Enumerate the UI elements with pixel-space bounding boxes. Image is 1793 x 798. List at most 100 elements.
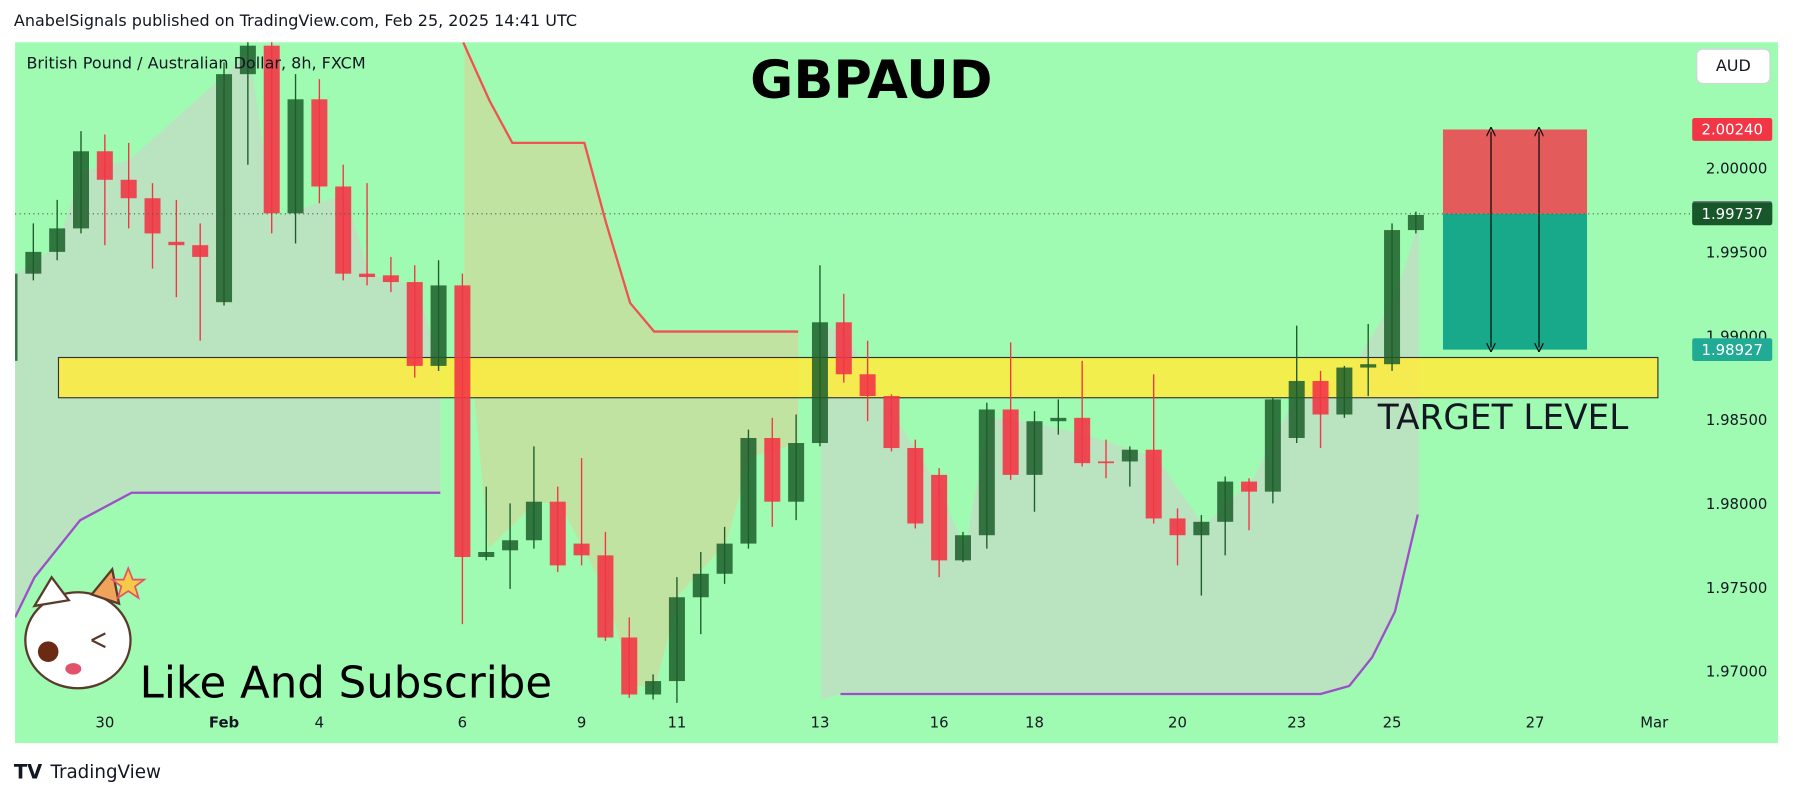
candle-body: [978, 409, 995, 536]
supertrend-up: [15, 491, 441, 618]
candle-body: [645, 681, 662, 695]
candle-body: [788, 443, 805, 502]
x-tick-label: 27: [1526, 714, 1545, 732]
indicator-fill: [821, 222, 1419, 700]
y-tick-label: 1.97000: [1706, 663, 1767, 681]
candle-body: [359, 273, 376, 278]
candle-body: [1002, 409, 1019, 475]
x-tick-label: 25: [1383, 714, 1402, 732]
candle-body: [192, 245, 209, 257]
y-tick-label: 2.00000: [1706, 160, 1767, 178]
footer-logo: TV TradingView: [14, 760, 161, 783]
publish-header: AnabelSignals published on TradingView.c…: [14, 11, 577, 30]
y-tick-label: 1.99500: [1706, 244, 1767, 262]
sticker-eye: [37, 641, 59, 662]
candle-body: [954, 535, 971, 561]
sticker-wink: [91, 632, 106, 649]
call-to-action: Like And Subscribe: [140, 658, 552, 708]
candle-body: [216, 74, 233, 303]
candle-body: [1336, 367, 1353, 415]
currency-label[interactable]: AUD: [1716, 56, 1751, 75]
price-label: 1.98927: [1702, 341, 1763, 359]
candle-body: [454, 285, 471, 558]
price-label-box: [1692, 338, 1773, 362]
sticker-ear: [32, 575, 71, 608]
sticker-face: [24, 591, 132, 690]
y-tick-label: 1.97500: [1706, 579, 1767, 597]
candle-body: [1074, 417, 1091, 464]
candle-body: [311, 99, 328, 187]
candle-body: [907, 448, 924, 524]
x-tick-label: 18: [1025, 714, 1044, 732]
candle-body: [478, 551, 495, 558]
candle-body: [621, 637, 638, 695]
candle-body: [120, 179, 137, 199]
candle-body: [1145, 449, 1162, 519]
price-label-box: [1692, 202, 1773, 226]
candle-body: [263, 45, 280, 214]
overlay: 30 Feb 4 6 9 11 13 16 18 20 23 25 27 Mar 1.97000 1.9750…: [15, 118, 1773, 732]
x-tick-label: 30: [95, 714, 114, 732]
x-tick-label: 13: [810, 714, 829, 732]
price-label-box: [1692, 118, 1773, 141]
annotation: TARGET LEVEL: [1377, 398, 1629, 438]
candle-body: [430, 285, 447, 366]
logo-mark: TV: [14, 760, 42, 783]
candle-body: [25, 251, 42, 274]
x-tick-label: Feb: [209, 714, 239, 732]
x-tick-label: 20: [1168, 714, 1187, 732]
candle-body: [859, 374, 876, 397]
candle-body: [1217, 481, 1234, 522]
x-tick-label: 11: [667, 714, 686, 732]
candle-body: [335, 186, 352, 274]
x-tick-label: Mar: [1640, 714, 1669, 732]
candle-body: [668, 597, 685, 682]
x-tick-label: 4: [315, 714, 324, 732]
candle-body: [931, 474, 948, 561]
candle-body: [597, 555, 614, 638]
target-zone: [57, 356, 1659, 399]
supertrend-down: [462, 42, 799, 333]
x-tick-label: 9: [577, 714, 586, 732]
candle-body: [525, 501, 542, 541]
candle-body: [1026, 421, 1043, 475]
candle-body: [502, 540, 519, 551]
candle-body: [96, 151, 113, 180]
candle-body: [15, 273, 18, 361]
candle-body: [883, 396, 900, 449]
candle-body: [287, 99, 304, 214]
candle-body: [716, 543, 733, 574]
sticker-star: [109, 565, 147, 600]
candle-body: [406, 282, 423, 366]
candle-body: [1241, 481, 1258, 492]
supertrend-up: [840, 514, 1419, 696]
candle-body: [549, 501, 566, 566]
candle-body: [1050, 417, 1067, 422]
price-label: 2.00240: [1702, 121, 1763, 139]
zone-layer: [57, 356, 1659, 399]
target-area: [1442, 213, 1588, 350]
footer-brand: TradingView: [49, 762, 161, 783]
candle-body: [1360, 364, 1377, 368]
candle-body: [144, 198, 161, 234]
currency-button[interactable]: [1696, 48, 1771, 85]
stop-area: [1442, 129, 1588, 214]
candle-body: [168, 241, 185, 246]
candle-body: [1169, 518, 1186, 536]
candle-body: [1384, 230, 1401, 365]
sticker-ear: [89, 566, 121, 606]
candle-body: [1264, 399, 1281, 492]
price-label: 1.99737: [1702, 205, 1763, 223]
sticker-mouth: [65, 663, 82, 675]
x-tick-label: 16: [930, 714, 949, 732]
candle-body: [1193, 521, 1210, 536]
x-tick-label: 23: [1287, 714, 1306, 732]
candle-body: [73, 151, 90, 229]
candle-body: [740, 437, 757, 544]
candle-body: [1288, 380, 1305, 438]
candle-body: [573, 543, 590, 556]
candles: [15, 42, 1424, 703]
candle-body: [239, 45, 256, 75]
